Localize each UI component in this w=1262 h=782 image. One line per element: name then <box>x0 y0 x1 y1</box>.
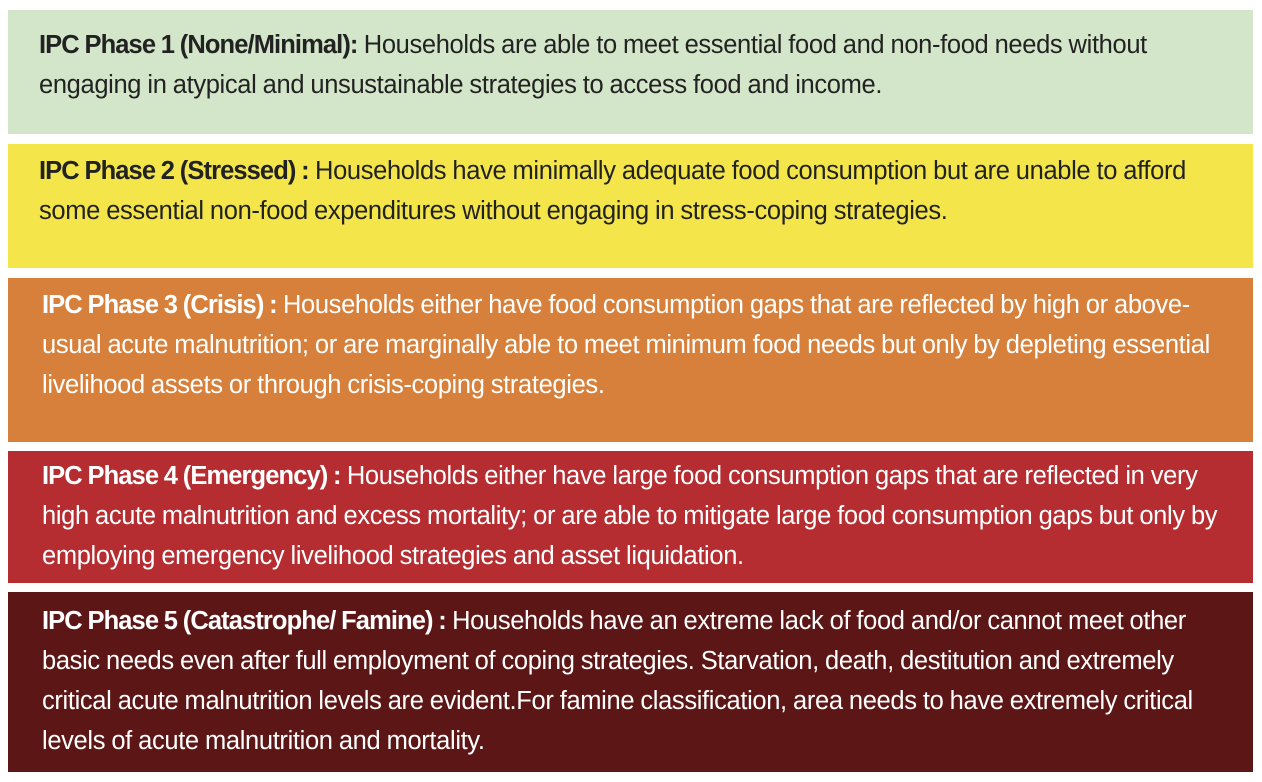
phase-3-title: IPC Phase 3 (Crisis) : <box>42 291 278 319</box>
phase-2-title: IPC Phase 2 (Stressed) : <box>39 157 310 185</box>
phase-3-description: Households either have food consumption … <box>42 291 1210 399</box>
phase-5-box: IPC Phase 5 (Catastrophe/ Famine) : Hous… <box>8 592 1253 772</box>
phase-2-box: IPC Phase 2 (Stressed) : Households have… <box>8 144 1253 268</box>
phase-1-description: Households are able to meet essential fo… <box>39 31 1147 99</box>
phase-2-description: Households have minimally adequate food … <box>39 157 1186 225</box>
phase-5-description: Households have an extreme lack of food … <box>42 607 1193 755</box>
phase-1-box: IPC Phase 1 (None/Minimal): Households a… <box>8 10 1253 134</box>
phase-3-box: IPC Phase 3 (Crisis) : Households either… <box>8 278 1253 442</box>
phase-4-description: Households either have large food consum… <box>42 462 1218 570</box>
phase-4-title: IPC Phase 4 (Emergency) : <box>42 462 342 490</box>
phase-1-title: IPC Phase 1 (None/Minimal): <box>39 31 358 59</box>
phase-4-box: IPC Phase 4 (Emergency) : Households eit… <box>8 451 1253 583</box>
phase-5-title: IPC Phase 5 (Catastrophe/ Famine) : <box>42 607 447 635</box>
